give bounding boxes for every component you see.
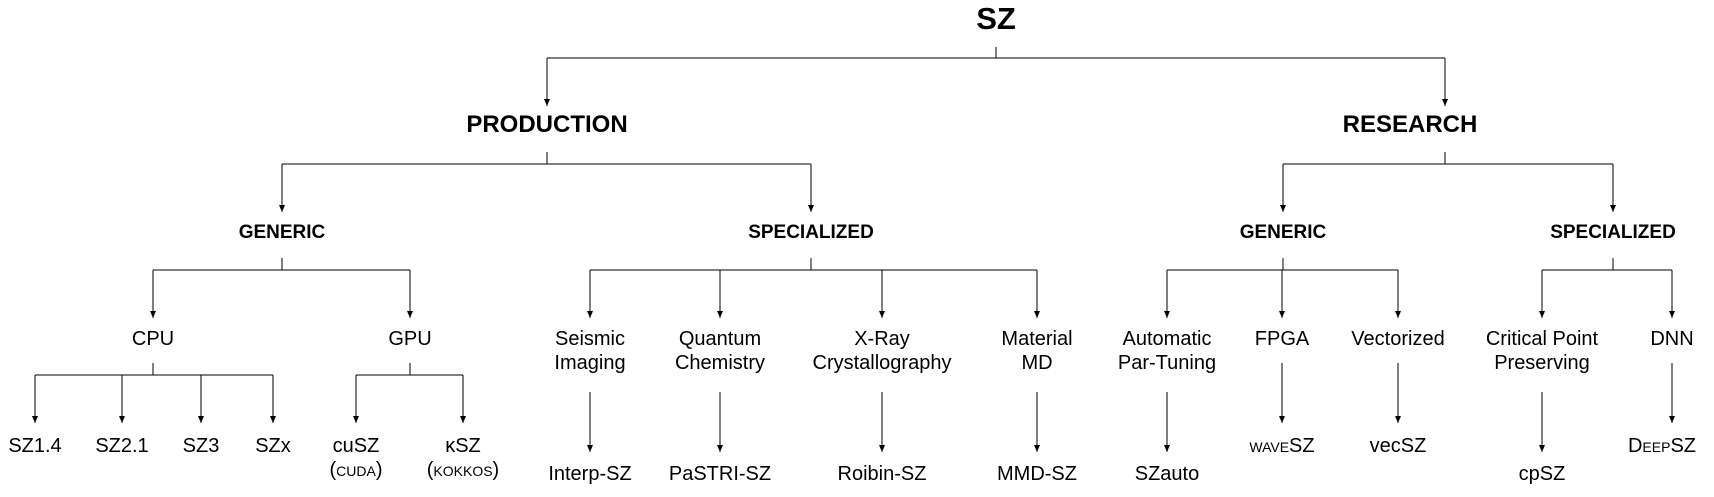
- category-dnn: DNN: [1650, 328, 1694, 350]
- leaf-sz14: SZ1.4: [8, 435, 62, 457]
- leaf-kappasz: κSZ (kokkos): [426, 435, 500, 481]
- research-generic-label: GENERIC: [1239, 222, 1327, 243]
- leaf-szauto: SZauto: [1134, 463, 1200, 485]
- leaf-wavesz: waveSZ: [1249, 435, 1315, 457]
- research-label: RESEARCH: [1342, 111, 1478, 138]
- leaf-szx: SZx: [255, 435, 291, 457]
- leaf-mmd-sz: MMD-SZ: [997, 463, 1077, 485]
- category-xray-crystallography: X-Ray Crystallography: [812, 328, 952, 374]
- leaf-cpsz: cpSZ: [1518, 463, 1566, 485]
- category-material-md: Material MD: [1001, 328, 1073, 374]
- category-seismic-imaging: Seismic Imaging: [554, 328, 626, 374]
- root-label: SZ: [976, 1, 1016, 36]
- category-critical-point-preserving: Critical Point Preserving: [1485, 328, 1599, 374]
- leaf-cusz: cuSZ (cuda): [329, 435, 383, 481]
- research-specialized-label: SPECIALIZED: [1550, 222, 1676, 243]
- leaf-vecsz: vecSZ: [1369, 435, 1427, 457]
- category-vectorized: Vectorized: [1351, 328, 1445, 350]
- production-generic-label: GENERIC: [238, 222, 326, 243]
- leaf-roibin-sz: Roibin-SZ: [837, 463, 927, 485]
- leaf-pastri-sz: PaSTRI-SZ: [668, 463, 772, 485]
- category-automatic-par-tuning: Automatic Par-Tuning: [1117, 328, 1217, 374]
- leaf-deepsz: DeepSZ: [1627, 435, 1696, 457]
- leaf-interp-sz: Interp-SZ: [548, 463, 632, 485]
- leaf-sz21: SZ2.1: [95, 435, 149, 457]
- category-fpga: FPGA: [1254, 328, 1310, 350]
- production-specialized-label: SPECIALIZED: [748, 222, 874, 243]
- category-quantum-chemistry: Quantum Chemistry: [674, 328, 765, 374]
- production-label: PRODUCTION: [466, 111, 628, 138]
- cpu-label: CPU: [131, 328, 175, 350]
- leaf-sz3: SZ3: [182, 435, 220, 457]
- gpu-label: GPU: [388, 328, 432, 350]
